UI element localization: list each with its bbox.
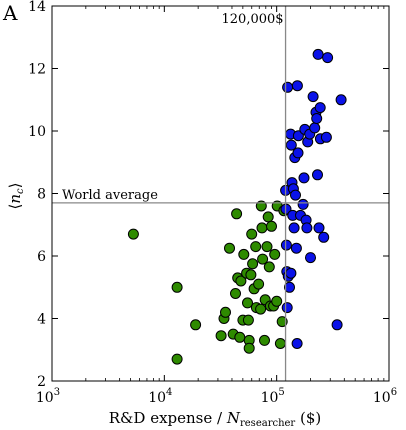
blue-point (307, 91, 319, 103)
blue-point (312, 48, 324, 60)
blue-series-points (280, 48, 347, 349)
green-point (269, 248, 281, 260)
y-tick-labels: 2 4 6 8 10 12 14 (28, 0, 46, 390)
green-point (276, 316, 288, 328)
blue-point (290, 189, 301, 201)
green-point (266, 220, 277, 232)
x-axis-label: R&D expense / Nresearcher ($) (109, 409, 321, 429)
blue-point (281, 302, 293, 314)
x-axis-label-subscript: researcher (240, 418, 295, 429)
green-point (230, 288, 241, 299)
x-axis-label-unit: ($) (295, 409, 321, 427)
blue-point (305, 252, 316, 264)
blue-point (318, 231, 330, 243)
green-series-points (127, 200, 290, 365)
green-point (271, 295, 283, 307)
x-tick-label: 105 (261, 387, 285, 406)
green-point (171, 353, 183, 365)
y-tick-label: 4 (37, 312, 46, 328)
blue-point (285, 139, 297, 151)
blue-point (282, 81, 294, 93)
y-tick-label: 6 (37, 249, 46, 265)
green-point (245, 269, 257, 281)
y-tick-label: 8 (37, 187, 46, 203)
green-point (234, 331, 246, 343)
y-axis-label-prefix: ⟨ (6, 204, 24, 210)
blue-point (298, 172, 310, 184)
x-tick-label: 104 (148, 387, 172, 406)
y-tick-label: 12 (28, 62, 46, 78)
green-point (262, 211, 274, 223)
blue-point (290, 242, 302, 254)
green-point (220, 306, 231, 318)
blue-point (297, 198, 309, 210)
blue-point (335, 94, 347, 106)
green-point (256, 222, 268, 234)
y-axis-label: ⟨nc⟩ (6, 183, 26, 210)
green-point (250, 241, 262, 253)
blue-point (311, 113, 323, 124)
axis-ticks (51, 5, 390, 382)
green-point (242, 297, 253, 309)
y-axis-label-symbol: n (6, 194, 24, 204)
blue-point (291, 80, 303, 92)
y-axis-label-suffix: ⟩ (6, 183, 24, 189)
y-tick-label: 14 (28, 0, 46, 15)
green-point (253, 278, 265, 290)
green-point (235, 275, 247, 287)
green-point (127, 228, 139, 240)
green-point (255, 303, 267, 315)
blue-point (314, 102, 326, 114)
green-point (231, 208, 243, 220)
blue-point (301, 222, 313, 234)
blue-point (284, 281, 295, 293)
green-point (259, 334, 270, 346)
blue-point (322, 52, 334, 64)
blue-point (309, 122, 321, 134)
x-tick-labels: 103 104 105 106 (36, 387, 397, 406)
green-point (247, 258, 259, 270)
blue-point (331, 319, 343, 331)
y-tick-label: 10 (28, 124, 46, 140)
green-point (238, 248, 250, 260)
blue-point (285, 267, 297, 279)
x-axis-label-main: R&D expense / (109, 409, 223, 427)
blue-point (312, 169, 323, 181)
blue-point (291, 338, 303, 349)
reference-label-world-average: World average (62, 188, 158, 203)
green-point (171, 281, 183, 293)
blue-point (320, 131, 332, 143)
reference-label-120000: 120,000$ (222, 12, 284, 27)
blue-point (280, 239, 292, 251)
green-point (215, 330, 227, 342)
blue-point (313, 222, 325, 234)
green-point (190, 319, 202, 331)
y-axis-label-subscript: c (15, 188, 26, 194)
green-point (224, 242, 235, 254)
x-axis-label-symbol: N (226, 409, 241, 427)
x-tick-label: 103 (36, 387, 60, 406)
green-point (246, 228, 258, 240)
y-tick-label: 2 (37, 374, 46, 390)
panel-label: A (2, 1, 18, 25)
blue-point (292, 147, 304, 159)
green-point (243, 342, 255, 354)
green-point (257, 253, 269, 265)
green-point (261, 241, 273, 253)
x-tick-label: 106 (373, 387, 397, 406)
green-point (263, 261, 275, 273)
green-point (274, 338, 286, 349)
green-point (242, 314, 254, 326)
blue-point (288, 222, 300, 234)
